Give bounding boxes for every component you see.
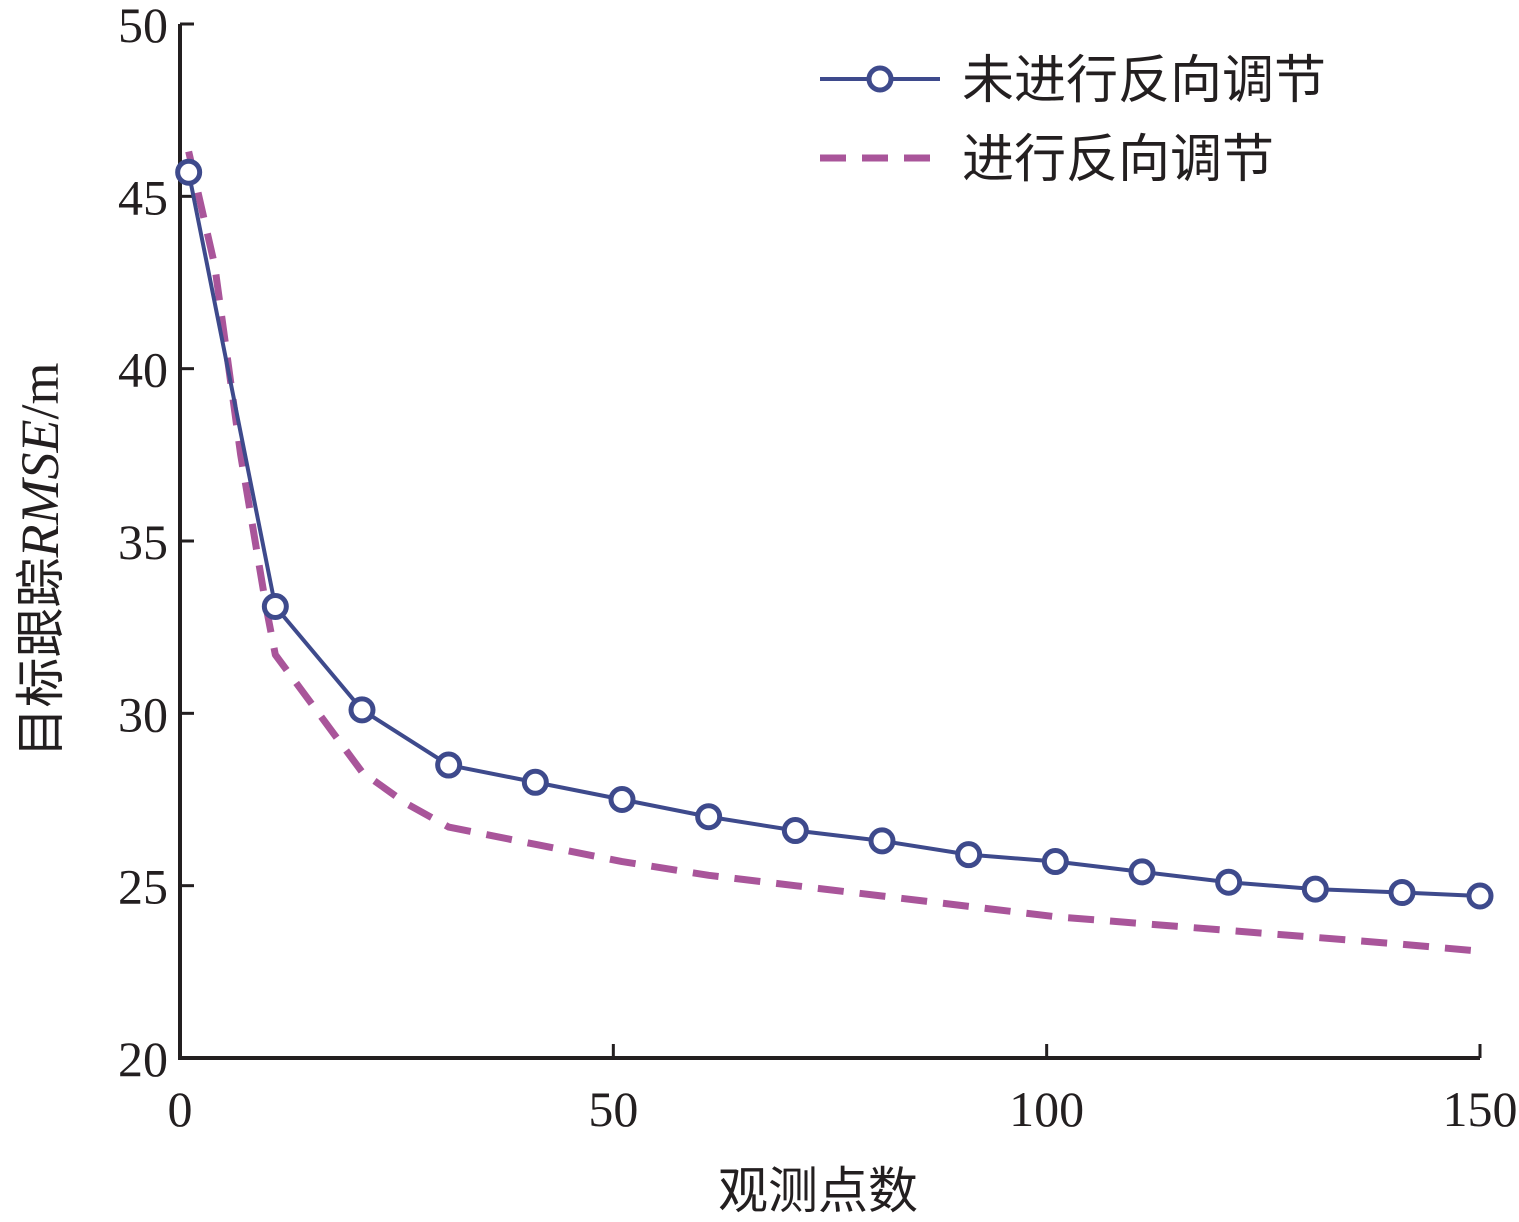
- x-tick-label-2: 100: [1009, 1081, 1084, 1137]
- series-1-point-2: [348, 696, 376, 724]
- series-1-point-1: [261, 592, 289, 620]
- x-axis-title: 观测点数: [718, 1162, 918, 1220]
- series-1-point-12: [1215, 868, 1243, 896]
- legend: 未进行反向调节 进行反向调节: [820, 51, 1326, 190]
- x-tick-label-1: 50: [588, 1081, 638, 1137]
- series-1-point-4: [521, 768, 549, 796]
- x-ticks: 0 50 100 150: [168, 1044, 1518, 1137]
- y-tick-label-4: 40: [118, 342, 168, 398]
- series-1-point-14: [1388, 879, 1416, 907]
- y-tick-label-3: 35: [118, 514, 168, 570]
- x-tick-label-0: 0: [168, 1081, 193, 1137]
- y-axis-title: 目标跟踪RMSE/m: [10, 363, 70, 758]
- series-1-point-9: [955, 841, 983, 869]
- series-1-point-8: [868, 827, 896, 855]
- series-1-point-13: [1301, 875, 1329, 903]
- y-tick-label-6: 50: [118, 0, 168, 53]
- y-tick-label-1: 25: [118, 859, 168, 915]
- y-axis-title-main: 目标跟踪: [12, 557, 70, 757]
- series-1-point-10: [1041, 848, 1069, 876]
- series-layer: [175, 150, 1494, 955]
- y-tick-label-5: 45: [118, 169, 168, 225]
- series-1-point-11: [1128, 858, 1156, 886]
- y-tick-label-2: 30: [118, 686, 168, 742]
- legend-label-series-1: 未进行反向调节: [962, 51, 1326, 111]
- series-2-line: [185, 150, 1481, 955]
- legend-label-series-2: 进行反向调节: [962, 130, 1274, 190]
- series-1-point-7: [781, 817, 809, 845]
- y-axis-title-unit: /m: [10, 363, 70, 420]
- series-1-point-3: [435, 751, 463, 779]
- x-tick-label-3: 150: [1443, 1081, 1518, 1137]
- series-1-point-5: [608, 786, 636, 813]
- series-1-line: [186, 171, 1481, 899]
- legend-marker-series-1: [866, 65, 894, 93]
- y-tick-label-0: 20: [118, 1031, 168, 1087]
- series-1-point-6: [695, 803, 723, 831]
- axes: [178, 24, 1480, 1060]
- series-1-point-0: [175, 158, 203, 186]
- series-1-point-15: [1466, 882, 1494, 910]
- y-axis-title-italic: RMSE: [10, 420, 70, 559]
